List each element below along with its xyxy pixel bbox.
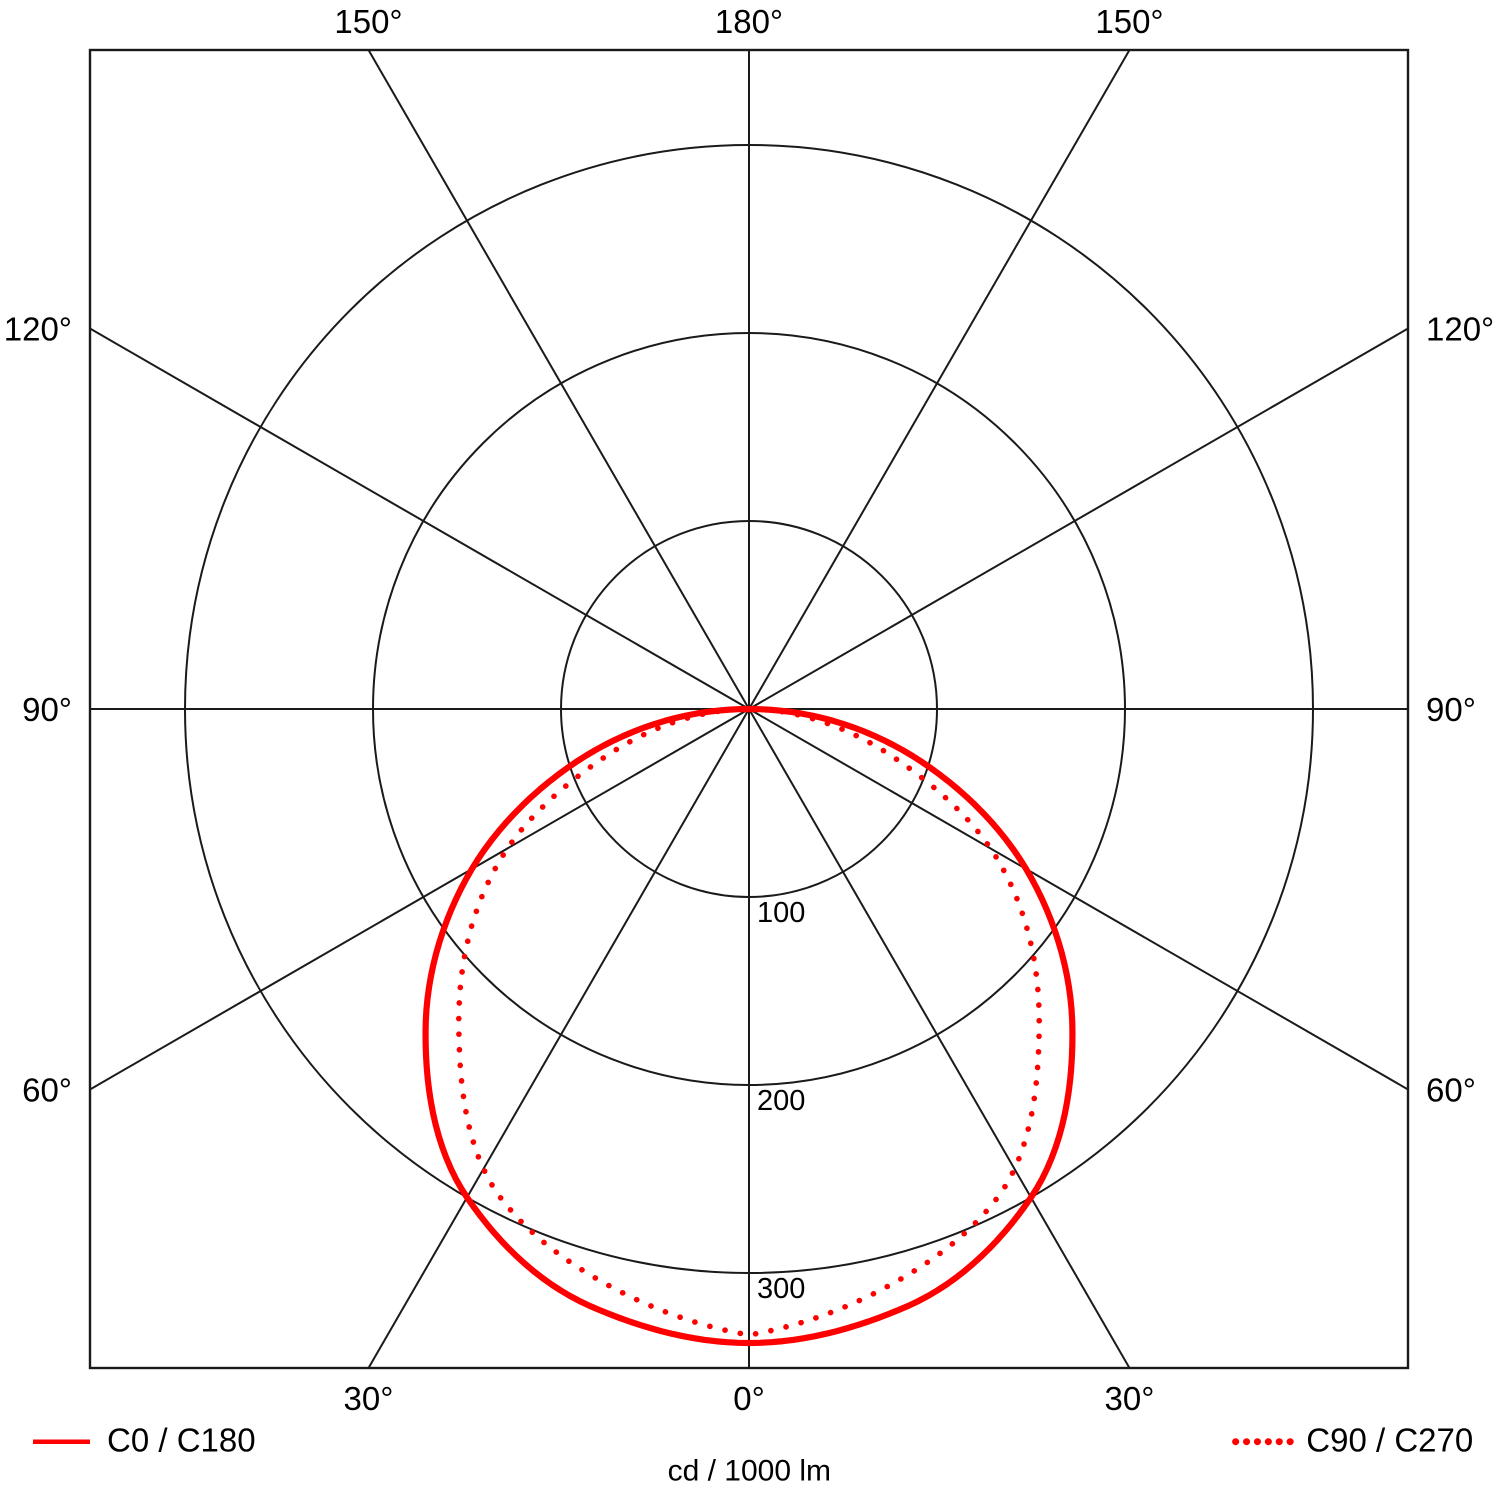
svg-text:60°: 60° (1426, 1072, 1476, 1109)
svg-text:150°: 150° (334, 3, 402, 40)
svg-text:cd / 1000 lm: cd / 1000 lm (668, 1455, 831, 1488)
svg-text:180°: 180° (715, 3, 783, 40)
svg-text:C90 / C270: C90 / C270 (1306, 1422, 1473, 1459)
svg-text:300: 300 (757, 1273, 805, 1305)
svg-text:C0 / C180: C0 / C180 (107, 1422, 256, 1459)
svg-text:120°: 120° (1426, 311, 1494, 348)
svg-text:30°: 30° (1105, 1380, 1155, 1417)
svg-text:90°: 90° (1426, 691, 1476, 728)
svg-text:0°: 0° (733, 1380, 765, 1417)
svg-text:200: 200 (757, 1085, 805, 1117)
svg-text:90°: 90° (22, 691, 72, 728)
svg-text:60°: 60° (22, 1072, 72, 1109)
svg-text:30°: 30° (344, 1380, 394, 1417)
svg-text:150°: 150° (1095, 3, 1163, 40)
svg-text:100: 100 (757, 897, 805, 929)
svg-text:120°: 120° (4, 311, 72, 348)
